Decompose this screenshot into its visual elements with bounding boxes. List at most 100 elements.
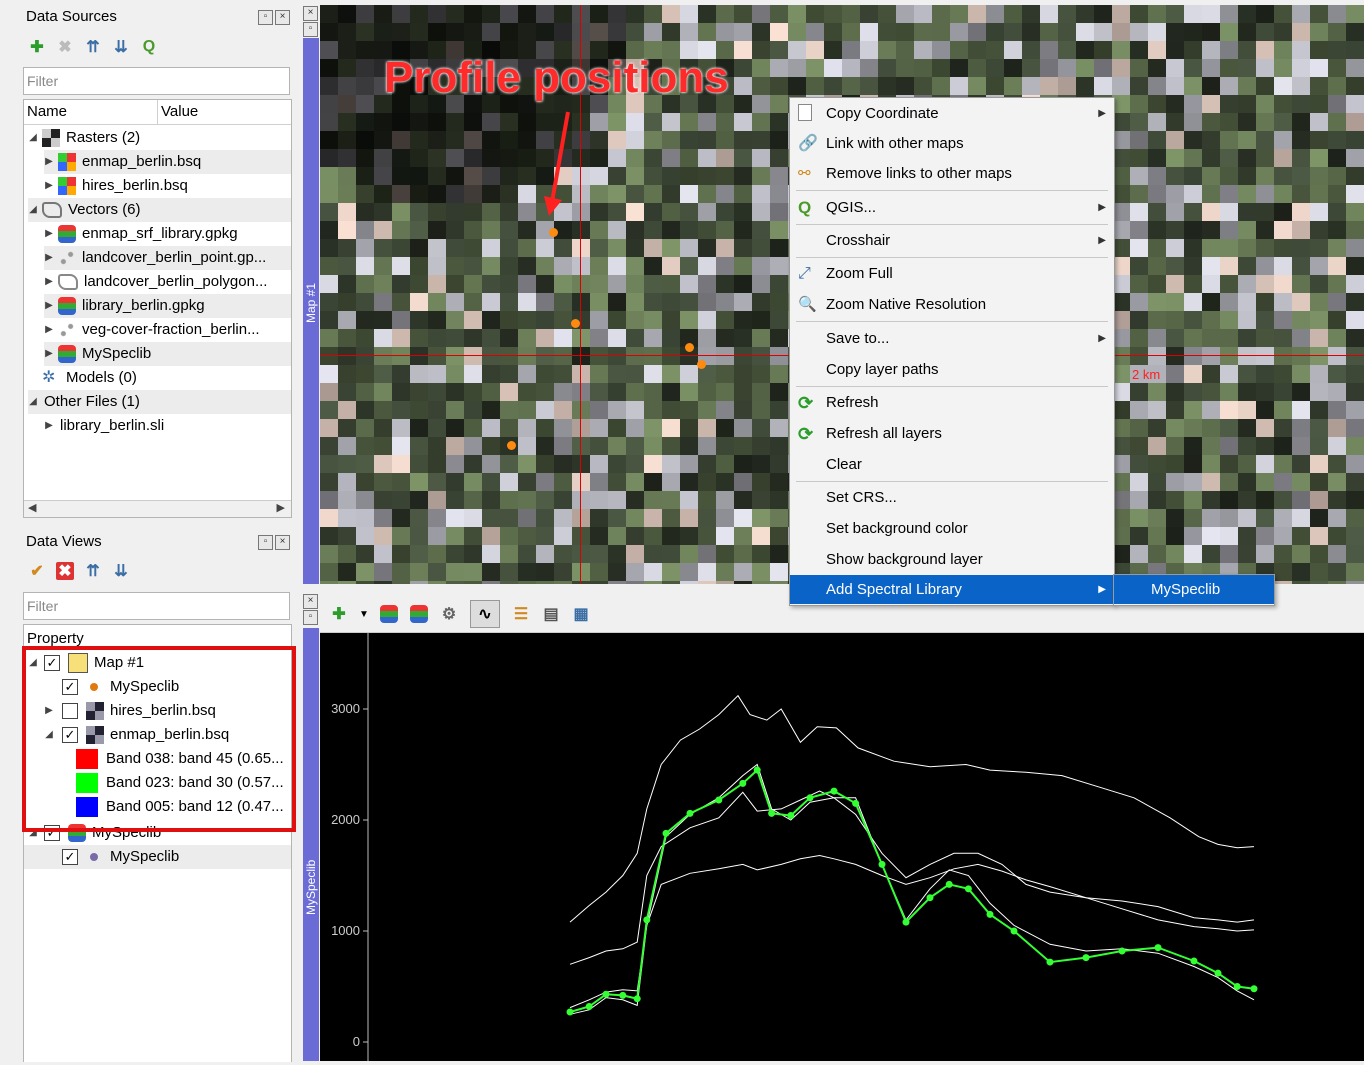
profile-position-marker[interactable] (571, 319, 580, 328)
tree-item-veg-cover[interactable]: ▶ veg-cover-fraction_berlin... (44, 318, 260, 342)
menu-item-zoom-full[interactable]: ⤢ Zoom Full (798, 265, 893, 282)
column-header-value[interactable]: Value (161, 103, 199, 120)
collapse-arrow-icon[interactable]: ◢ (29, 827, 37, 838)
menu-item-remove-links[interactable]: ⚯ Remove links to other maps (798, 165, 1012, 182)
close-map-dock-button[interactable]: × (303, 6, 318, 21)
tree-item-map-1[interactable]: ◢ ✓ Map #1 (28, 651, 144, 675)
float-panel-button[interactable]: ▫ (258, 10, 273, 25)
band-item-red[interactable]: Band 038: band 45 (0.65... (76, 747, 284, 771)
tree-item-map-enmap[interactable]: ◢ ✓ enmap_berlin.bsq (44, 723, 229, 747)
form-view-icon[interactable]: ▤ (543, 606, 559, 623)
layer-visibility-checkbox[interactable]: ✓ (62, 679, 78, 695)
submenu-item-myspeclib[interactable]: MySpeclib (1114, 575, 1274, 604)
expand-arrow-icon[interactable]: ▶ (45, 276, 53, 287)
menu-item-copy-coordinate[interactable]: Copy Coordinate ▶ (790, 99, 1114, 128)
menu-item-save-to[interactable]: Save to... ▶ (826, 330, 1106, 347)
tree-item-enmap-srf-library[interactable]: ▶ enmap_srf_library.gpkg (44, 222, 238, 246)
menu-item-crosshair[interactable]: Crosshair ▶ (826, 232, 1106, 249)
profile-position-marker[interactable] (507, 441, 516, 450)
profile-position-marker[interactable] (549, 228, 558, 237)
scroll-left-icon[interactable]: ◀ (28, 502, 37, 514)
menu-item-set-crs[interactable]: Set CRS... (826, 489, 897, 506)
remove-view-icon[interactable]: ✖ (56, 562, 74, 580)
tree-item-landcover-point[interactable]: ▶ landcover_berlin_point.gp... (44, 246, 291, 270)
tree-item-landcover-polygon[interactable]: ▶ landcover_berlin_polygon... (44, 270, 267, 294)
collapse-arrow-icon[interactable]: ◢ (45, 729, 53, 740)
expand-arrow-icon[interactable]: ▶ (45, 252, 53, 263)
qgis-icon[interactable]: Q (142, 38, 156, 55)
layer-visibility-checkbox[interactable]: ✓ (62, 727, 78, 743)
tree-item-vectors[interactable]: ◢ Vectors (6) (28, 198, 291, 222)
expand-arrow-icon[interactable]: ▶ (45, 156, 53, 167)
menu-item-add-spectral-library[interactable]: Add Spectral Library ▶ (790, 575, 1114, 604)
dropdown-arrow-icon[interactable]: ▼ (359, 608, 369, 620)
tree-item-map-hires[interactable]: ▶ hires_berlin.bsq (44, 699, 216, 723)
menu-item-link-maps[interactable]: 🔗 Link with other maps (798, 135, 964, 152)
tree-item-enmap-berlin[interactable]: ▶ enmap_berlin.bsq (44, 150, 291, 174)
tree-item-library-berlin-gpkg[interactable]: ▶ library_berlin.gpkg (44, 294, 291, 318)
add-map-view-icon[interactable]: ✔ (30, 563, 44, 580)
collapse-arrow-icon[interactable]: ◢ (29, 396, 37, 407)
profile-plot-icon[interactable]: ∿ (470, 600, 500, 628)
spectral-profile-plot[interactable]: 3000 2000 1000 0 (320, 633, 1364, 1061)
expand-arrow-icon[interactable]: ▶ (45, 420, 53, 431)
add-data-source-icon[interactable]: ✚ (30, 39, 44, 56)
expand-all-icon[interactable]: ⇊ (114, 39, 128, 56)
band-item-blue[interactable]: Band 005: band 12 (0.47... (76, 795, 284, 819)
menu-item-zoom-native[interactable]: 🔍 Zoom Native Resolution (798, 296, 987, 313)
tree-item-map-myspeclib[interactable]: ✓ MySpeclib (62, 675, 179, 699)
collapse-arrow-icon[interactable]: ◢ (29, 132, 37, 143)
layer-visibility-checkbox[interactable]: ✓ (62, 849, 78, 865)
close-panel-button[interactable]: × (275, 535, 290, 550)
column-header-name[interactable]: Name (24, 100, 158, 124)
collapse-all-icon[interactable]: ⇈ (86, 563, 100, 580)
profile-position-marker[interactable] (697, 360, 706, 369)
menu-item-qgis[interactable]: Q QGIS... ▶ (798, 198, 1106, 217)
expand-arrow-icon[interactable]: ▶ (45, 348, 53, 359)
map-visibility-checkbox[interactable]: ✓ (44, 655, 60, 671)
profile-position-marker[interactable] (685, 343, 694, 352)
close-speclib-dock-button[interactable]: × (303, 594, 318, 609)
speclib-dock-label-bar[interactable]: MySpeclib (303, 628, 319, 1061)
save-database-icon[interactable] (410, 605, 428, 623)
column-header-property[interactable]: Property (27, 630, 84, 647)
menu-item-clear[interactable]: Clear (826, 456, 862, 473)
collapse-arrow-icon[interactable]: ◢ (29, 657, 37, 668)
attribute-table-icon[interactable]: ☰ (513, 606, 529, 623)
menu-item-refresh[interactable]: ⟳ Refresh (798, 393, 879, 413)
expand-arrow-icon[interactable]: ▶ (45, 228, 53, 239)
close-panel-button[interactable]: × (275, 10, 290, 25)
table-view-icon[interactable]: ▦ (573, 606, 589, 623)
data-views-filter-input[interactable]: Filter (23, 592, 290, 620)
scroll-right-icon[interactable]: ▶ (276, 502, 285, 514)
float-panel-button[interactable]: ▫ (258, 535, 273, 550)
data-sources-filter-input[interactable]: Filter (23, 67, 290, 95)
tree-item-rasters[interactable]: ◢ Rasters (2) (28, 126, 140, 150)
expand-all-icon[interactable]: ⇊ (114, 563, 128, 580)
tree-item-hires-berlin[interactable]: ▶ hires_berlin.bsq (44, 174, 188, 198)
band-item-green[interactable]: Band 023: band 30 (0.57... (76, 771, 284, 795)
float-map-dock-button[interactable]: ▫ (303, 22, 318, 37)
add-profile-icon[interactable]: ✚ (332, 606, 346, 623)
float-speclib-dock-button[interactable]: ▫ (303, 610, 318, 625)
menu-item-show-background-layer[interactable]: Show background layer (826, 551, 983, 568)
collapse-arrow-icon[interactable]: ◢ (29, 204, 37, 215)
settings-icon[interactable]: ⚙ (441, 606, 457, 623)
menu-item-copy-layer-paths[interactable]: Copy layer paths (826, 361, 939, 378)
layer-visibility-checkbox[interactable] (62, 703, 78, 719)
expand-arrow-icon[interactable]: ▶ (45, 324, 53, 335)
horizontal-scrollbar[interactable]: ◀ ▶ (24, 500, 291, 517)
menu-item-set-background-color[interactable]: Set background color (826, 520, 968, 537)
collapse-all-icon[interactable]: ⇈ (86, 39, 100, 56)
tree-item-library-berlin-sli[interactable]: ▶ library_berlin.sli (44, 414, 164, 438)
menu-item-refresh-all[interactable]: ⟳ Refresh all layers (798, 424, 942, 444)
map-dock-label-bar[interactable]: Map #1 (303, 38, 319, 584)
tree-item-other-files[interactable]: ◢ Other Files (1) (28, 390, 291, 414)
expand-arrow-icon[interactable]: ▶ (45, 180, 53, 191)
tree-item-models[interactable]: ✲ Models (0) (38, 366, 137, 390)
expand-arrow-icon[interactable]: ▶ (45, 300, 53, 311)
expand-arrow-icon[interactable]: ▶ (45, 705, 53, 716)
remove-data-source-icon[interactable]: ✖ (58, 39, 72, 56)
tree-item-myspeclib[interactable]: ▶ MySpeclib (44, 342, 291, 366)
tree-item-speclib-layer[interactable]: ✓ MySpeclib (24, 845, 291, 869)
